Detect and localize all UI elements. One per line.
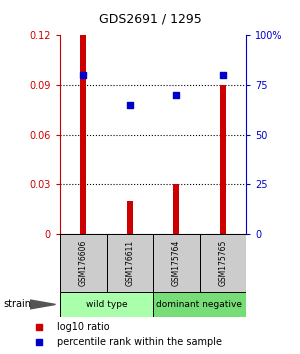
Point [220,72,225,78]
Point [128,102,132,108]
Bar [153,234,200,292]
Bar [200,234,246,292]
Point [174,92,179,98]
Bar [106,234,153,292]
Point [81,72,86,78]
Bar [80,35,86,234]
Text: GSM175764: GSM175764 [172,240,181,286]
Text: GSM176606: GSM176606 [79,240,88,286]
Bar [173,184,179,234]
Bar [60,234,106,292]
Bar [60,292,153,317]
Bar [220,85,226,234]
Text: dominant negative: dominant negative [157,300,242,309]
Text: GSM176611: GSM176611 [125,240,134,286]
Polygon shape [30,300,56,309]
Text: strain: strain [3,299,31,309]
Text: GSM175765: GSM175765 [218,240,227,286]
Text: wild type: wild type [86,300,127,309]
Text: GDS2691 / 1295: GDS2691 / 1295 [99,12,201,25]
Text: percentile rank within the sample: percentile rank within the sample [57,337,222,348]
Bar [153,292,246,317]
Bar [127,201,133,234]
Text: log10 ratio: log10 ratio [57,321,110,332]
